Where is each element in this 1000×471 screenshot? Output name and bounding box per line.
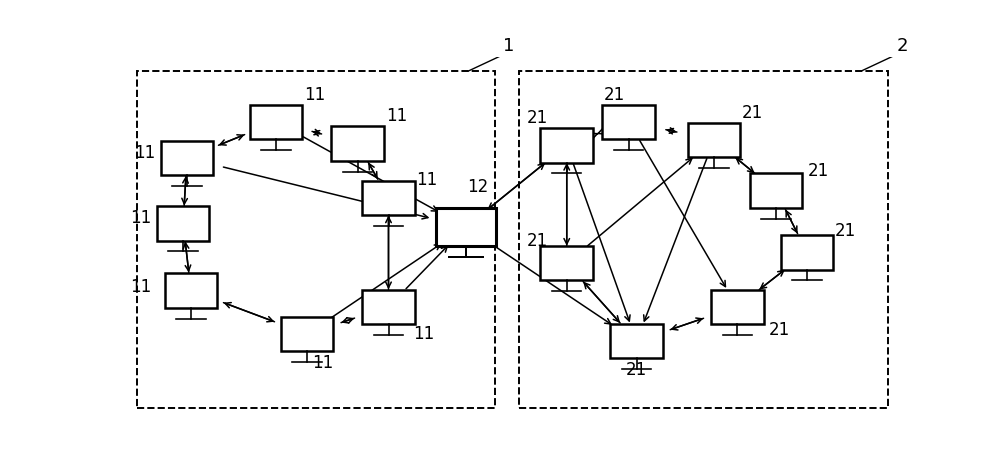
Bar [610,324,663,358]
Text: 21: 21 [769,321,790,339]
Bar [362,290,415,324]
Text: 21: 21 [835,221,856,240]
Text: 21: 21 [527,233,548,251]
Bar [362,181,415,215]
Text: 11: 11 [134,144,155,162]
Text: 11: 11 [417,171,438,189]
Text: 2: 2 [896,37,908,55]
Text: 21: 21 [604,86,625,104]
Text: 11: 11 [130,278,151,296]
Text: 21: 21 [527,109,548,127]
Bar [161,141,213,175]
Bar [137,71,495,408]
Text: 21: 21 [742,104,763,122]
Bar [165,273,217,308]
Text: 21: 21 [626,361,647,379]
Bar [436,208,496,246]
Bar [750,173,802,208]
Text: 21: 21 [808,162,829,180]
Bar [688,123,740,157]
Text: 12: 12 [467,178,488,196]
Text: 11: 11 [130,209,151,227]
Bar [519,71,888,408]
Text: 11: 11 [304,86,326,104]
Bar [711,290,764,324]
Text: 11: 11 [312,354,333,372]
Bar [331,126,384,161]
Bar [602,105,655,139]
Bar [281,317,333,351]
Bar [250,105,302,139]
Text: 1: 1 [503,37,515,55]
Bar [781,235,833,269]
Bar [540,246,593,280]
Bar [157,206,209,241]
Text: 11: 11 [386,107,407,125]
Text: 11: 11 [413,325,434,343]
Bar [540,128,593,162]
